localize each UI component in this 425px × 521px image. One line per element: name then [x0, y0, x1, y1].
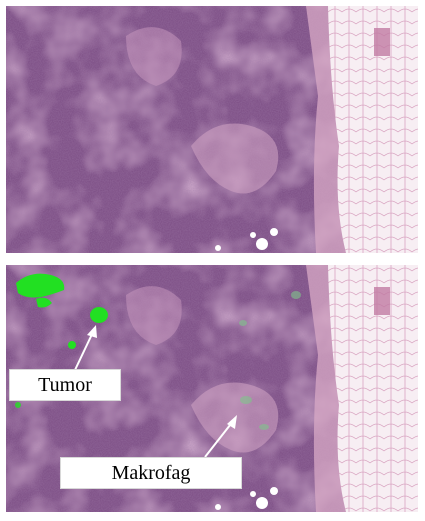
histology-image-top	[6, 6, 418, 253]
tumor-overlay	[15, 273, 108, 408]
macrophage-overlay	[239, 291, 301, 430]
tumor-label: Tumor	[9, 369, 121, 401]
makrofag-label: Makrofag	[60, 457, 242, 489]
tissue-graphic-top	[6, 6, 418, 253]
